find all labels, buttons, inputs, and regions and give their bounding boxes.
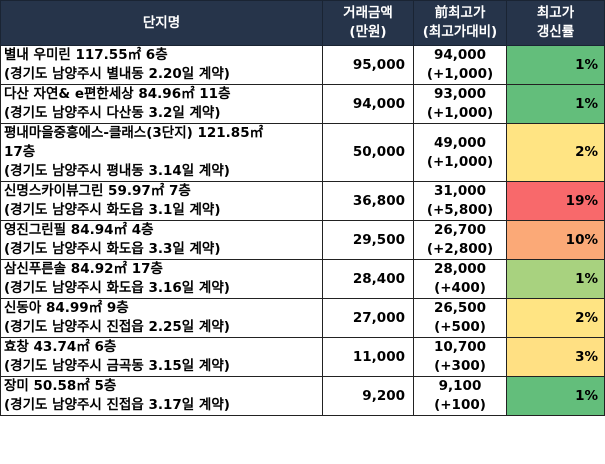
complex-name-cell: 장미 50.58㎡ 5층 (경기도 남양주시 진접읍 3.17일 계약) (0, 376, 323, 416)
complex-name-cell: 신명스카이뷰그린 59.97㎡ 7층 (경기도 남양주시 화도읍 3.1일 계약) (0, 181, 323, 221)
table-row: 별내 우미린 117.55㎡ 6층 (경기도 남양주시 별내동 2.20일 계약)… (0, 45, 605, 85)
price-cell: 36,800 (322, 181, 414, 221)
price-cell: 11,000 (322, 337, 414, 377)
update-rate-cell: 10% (506, 220, 605, 260)
prev-high-cell: 94,000 (+1,000) (413, 45, 507, 85)
prev-high-cell: 10,700 (+300) (413, 337, 507, 377)
prev-high-cell: 49,000 (+1,000) (413, 123, 507, 182)
complex-name-cell: 영진그린필 84.94㎡ 4층 (경기도 남양주시 화도읍 3.3일 계약) (0, 220, 323, 260)
price-cell: 94,000 (322, 84, 414, 124)
update-rate-cell: 1% (506, 84, 605, 124)
update-rate-cell: 3% (506, 337, 605, 377)
complex-name-cell: 별내 우미린 117.55㎡ 6층 (경기도 남양주시 별내동 2.20일 계약) (0, 45, 323, 85)
prev-high-cell: 93,000 (+1,000) (413, 84, 507, 124)
header-update-rate: 최고가 갱신률 (506, 0, 605, 46)
price-cell: 28,400 (322, 259, 414, 299)
update-rate-cell: 1% (506, 259, 605, 299)
price-cell: 27,000 (322, 298, 414, 338)
header-prev-high: 前최고가 (최고가대비) (413, 0, 507, 46)
update-rate-cell: 2% (506, 123, 605, 182)
price-cell: 95,000 (322, 45, 414, 85)
prev-high-cell: 26,700 (+2,800) (413, 220, 507, 260)
table-body: 별내 우미린 117.55㎡ 6층 (경기도 남양주시 별내동 2.20일 계약)… (0, 45, 605, 416)
price-cell: 9,200 (322, 376, 414, 416)
update-rate-cell: 2% (506, 298, 605, 338)
complex-name-cell: 다산 자연& e편한세상 84.96㎡ 11층 (경기도 남양주시 다산동 3.2… (0, 84, 323, 124)
prev-high-cell: 26,500 (+500) (413, 298, 507, 338)
prev-high-cell: 28,000 (+400) (413, 259, 507, 299)
table-row: 신명스카이뷰그린 59.97㎡ 7층 (경기도 남양주시 화도읍 3.1일 계약)… (0, 181, 605, 221)
table-row: 영진그린필 84.94㎡ 4층 (경기도 남양주시 화도읍 3.3일 계약) 29,… (0, 220, 605, 260)
table-row: 다산 자연& e편한세상 84.96㎡ 11층 (경기도 남양주시 다산동 3.2… (0, 84, 605, 124)
table-row: 신동아 84.99㎡ 9층 (경기도 남양주시 진접읍 2.25일 계약) 27,0… (0, 298, 605, 338)
header-price: 거래금액 (만원) (322, 0, 414, 46)
table-row: 효창 43.74㎡ 6층 (경기도 남양주시 금곡동 3.15일 계약) 11,00… (0, 337, 605, 377)
complex-name-cell: 신동아 84.99㎡ 9층 (경기도 남양주시 진접읍 2.25일 계약) (0, 298, 323, 338)
update-rate-cell: 19% (506, 181, 605, 221)
update-rate-cell: 1% (506, 376, 605, 416)
complex-name-cell: 평내마을중흥에스-클래스(3단지) 121.85㎡ 17층 (경기도 남양주시 평내… (0, 123, 323, 182)
header-row: 단지명 거래금액 (만원) 前최고가 (최고가대비) 최고가 갱신률 (0, 0, 605, 46)
price-cell: 50,000 (322, 123, 414, 182)
table-row: 장미 50.58㎡ 5층 (경기도 남양주시 진접읍 3.17일 계약) 9,200… (0, 376, 605, 416)
header-complex-name: 단지명 (0, 0, 323, 46)
complex-name-cell: 삼신푸른솔 84.92㎡ 17층 (경기도 남양주시 화도읍 3.16일 계약) (0, 259, 323, 299)
price-cell: 29,500 (322, 220, 414, 260)
table-row: 삼신푸른솔 84.92㎡ 17층 (경기도 남양주시 화도읍 3.16일 계약) 2… (0, 259, 605, 299)
prev-high-cell: 9,100 (+100) (413, 376, 507, 416)
complex-name-cell: 효창 43.74㎡ 6층 (경기도 남양주시 금곡동 3.15일 계약) (0, 337, 323, 377)
table-row: 평내마을중흥에스-클래스(3단지) 121.85㎡ 17층 (경기도 남양주시 평내… (0, 123, 605, 182)
apartment-price-table: 단지명 거래금액 (만원) 前최고가 (최고가대비) 최고가 갱신률 별내 우미린 1… (0, 0, 605, 416)
update-rate-cell: 1% (506, 45, 605, 85)
prev-high-cell: 31,000 (+5,800) (413, 181, 507, 221)
